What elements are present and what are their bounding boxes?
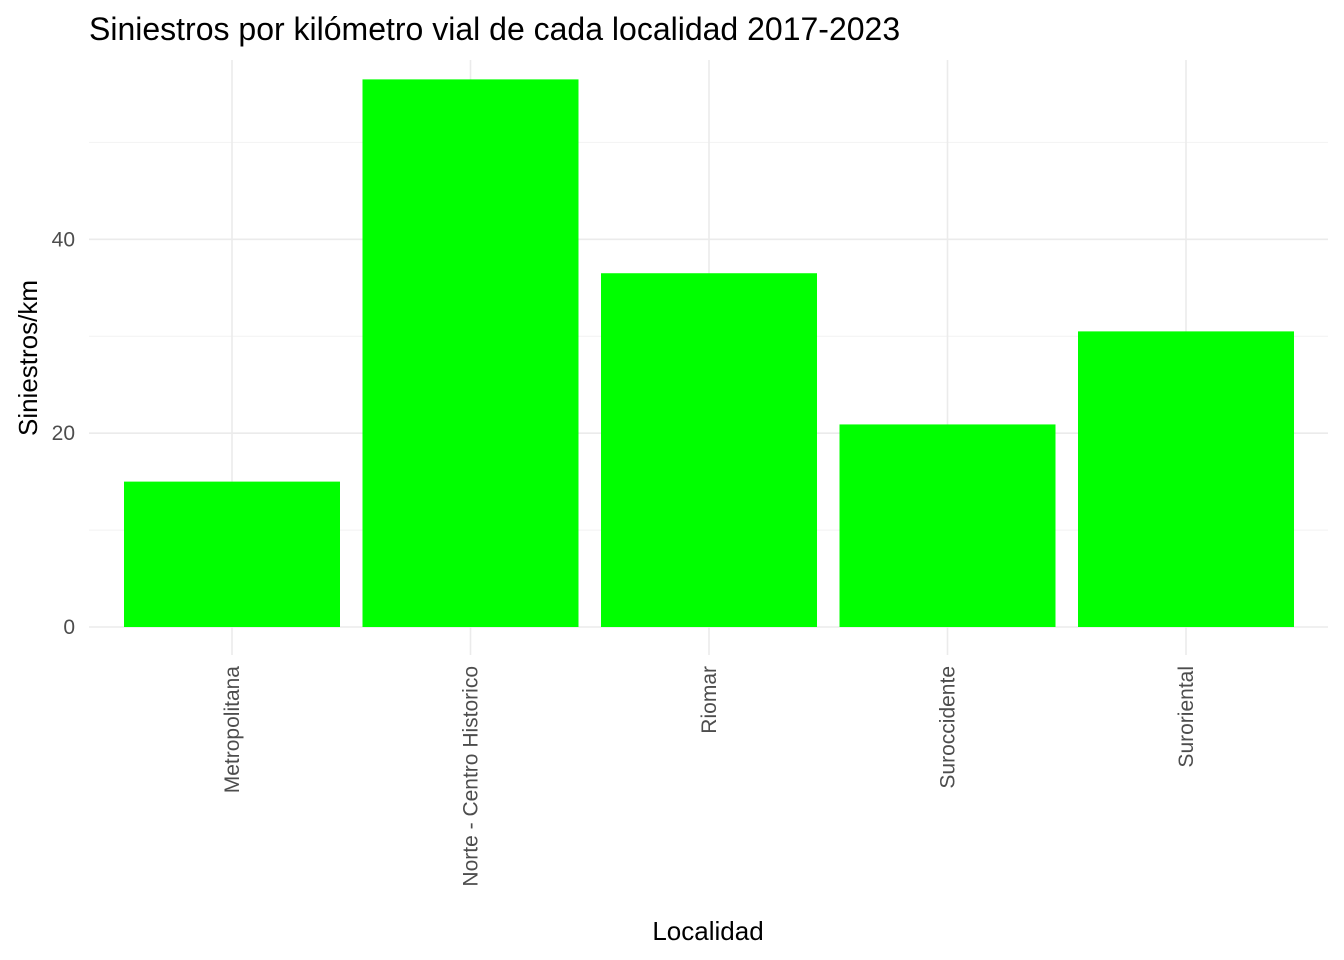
y-tick-label: 20: [52, 422, 75, 445]
x-tick-label: Norte - Centro Historico: [460, 666, 483, 887]
chart-title: Siniestros por kilómetro vial de cada lo…: [89, 11, 900, 47]
x-tick-label: Metropolitana: [221, 666, 244, 794]
y-axis-ticks: 0 20 40: [52, 228, 75, 639]
bars: [124, 79, 1294, 627]
x-tick-label: Suroccidente: [937, 666, 960, 789]
bar: [839, 424, 1056, 627]
x-axis-title: Localidad: [652, 916, 763, 946]
y-axis-title: Siniestros/km: [13, 280, 43, 436]
y-tick-label: 40: [52, 228, 75, 251]
x-tick-label: Suroriental: [1175, 666, 1198, 768]
x-axis-ticks: Metropolitana Norte - Centro Historico Rio…: [221, 666, 1198, 887]
bar: [1078, 331, 1294, 627]
bar: [362, 79, 579, 627]
x-tick-label: Riomar: [698, 666, 721, 734]
bar: [124, 481, 340, 627]
bar: [601, 273, 817, 627]
y-tick-label: 0: [63, 616, 75, 639]
